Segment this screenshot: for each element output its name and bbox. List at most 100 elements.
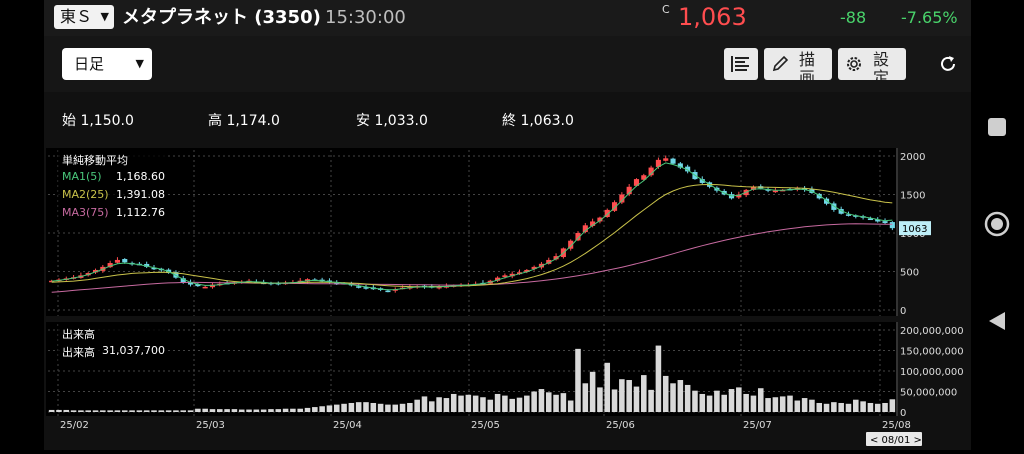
candle-body — [655, 159, 661, 167]
volume-bar — [794, 400, 801, 412]
date-badge — [866, 432, 922, 446]
price-chart[interactable]: 2000150010005000 200,000,000150,000,0001… — [44, 0, 971, 450]
candle-body — [524, 269, 530, 272]
volume-bar — [275, 409, 282, 412]
list-icon — [731, 56, 749, 72]
volume-bar — [151, 410, 157, 412]
back-icon[interactable] — [989, 312, 1005, 330]
volume-bar — [684, 384, 691, 412]
volume-bar — [465, 394, 472, 412]
volume-bar — [553, 394, 559, 412]
candle-body — [670, 158, 676, 164]
candle-body — [882, 221, 888, 223]
chevron-down-icon: ▼ — [135, 57, 144, 70]
volume-bar — [502, 395, 508, 412]
home-icon[interactable] — [984, 211, 1010, 237]
volume-bar — [370, 402, 377, 412]
low-value: 1,033.0 — [374, 113, 428, 129]
volume-bar — [407, 402, 413, 412]
volume-bar — [429, 401, 435, 412]
volume-bar — [714, 390, 720, 412]
volume-bar — [787, 395, 793, 412]
ohlc-high: 高 1,174.0 — [208, 110, 280, 130]
candle-body — [568, 240, 574, 249]
volume-bar — [575, 348, 581, 412]
ohlc-low: 安 1,033.0 — [356, 110, 428, 130]
recents-icon[interactable] — [988, 118, 1006, 136]
volume-bar — [809, 399, 815, 412]
low-label: 安 — [356, 113, 370, 129]
candle-body — [107, 263, 113, 268]
volume-bar — [889, 399, 896, 412]
price-change-percent: -7.65% — [901, 8, 958, 27]
volume-bar — [209, 409, 216, 412]
volume-bar — [589, 371, 596, 412]
volume-bar — [480, 397, 486, 412]
volume-bar — [348, 402, 355, 412]
volume-bar — [268, 409, 274, 412]
candle-body — [202, 286, 208, 289]
volume-bar — [319, 406, 325, 412]
volume-bar — [195, 408, 201, 412]
volume-bar — [648, 389, 654, 412]
candle-body — [626, 186, 632, 195]
x-tick-label: 25/05 — [471, 420, 500, 431]
candle-body — [663, 158, 669, 161]
volume-bar — [582, 383, 589, 412]
volume-value: 31,037,700 — [102, 344, 165, 357]
candle-body — [685, 166, 691, 172]
settings-button[interactable]: 設定 — [838, 48, 906, 80]
volume-bar — [670, 383, 676, 412]
price-tick-label: 0 — [900, 306, 906, 317]
candle-body — [151, 267, 157, 270]
stock-time: 15:30:00 — [325, 7, 406, 28]
volume-bar — [78, 410, 84, 412]
x-tick-label: 25/07 — [743, 420, 772, 431]
volume-bar — [801, 398, 808, 412]
period-select[interactable]: 日足 ▼ — [62, 48, 152, 80]
draw-button[interactable]: 描画 — [764, 48, 832, 80]
indicator-list-button[interactable] — [724, 48, 758, 80]
volume-bar — [728, 389, 735, 412]
volume-bar — [165, 410, 172, 412]
last-price-label: 1063 — [902, 224, 927, 235]
volume-bar — [392, 404, 399, 412]
volume-bar — [363, 402, 369, 412]
volume-bar — [377, 403, 384, 412]
market-select[interactable]: 東Ｓ ▼ — [54, 5, 114, 29]
volume-bar — [567, 400, 574, 412]
candle-body — [648, 167, 654, 176]
volume-bar — [838, 402, 844, 412]
volume-bar — [107, 410, 113, 412]
volume-bar — [699, 393, 706, 412]
volume-bar — [524, 395, 530, 412]
volume-bar — [129, 410, 135, 412]
candle-body — [838, 208, 844, 214]
refresh-icon[interactable] — [938, 54, 958, 74]
volume-bar — [443, 398, 450, 412]
volume-bar — [100, 410, 106, 412]
volume-bar — [246, 409, 252, 412]
open-label: 始 — [62, 113, 76, 129]
volume-bar — [312, 407, 318, 412]
candle-body — [546, 259, 552, 264]
volume-bar — [831, 402, 837, 412]
volume-bar — [823, 403, 830, 412]
volume-bar — [597, 387, 603, 412]
volume-bar — [187, 410, 194, 412]
volume-bar — [721, 394, 727, 412]
volume-bar — [70, 410, 77, 412]
volume-bar — [173, 410, 179, 412]
candle-body — [641, 175, 647, 180]
system-nav-icons — [984, 118, 1010, 330]
volume-bar — [853, 399, 859, 412]
volume-bar — [304, 407, 311, 412]
volume-bar — [662, 375, 669, 412]
volume-bar — [85, 410, 91, 412]
volume-bar — [114, 410, 121, 412]
volume-bar — [202, 408, 208, 412]
volume-bar — [538, 389, 545, 412]
volume-bar — [860, 401, 866, 412]
open-value: 1,150.0 — [80, 113, 134, 129]
ma3-label: MA3(75) — [62, 206, 109, 219]
